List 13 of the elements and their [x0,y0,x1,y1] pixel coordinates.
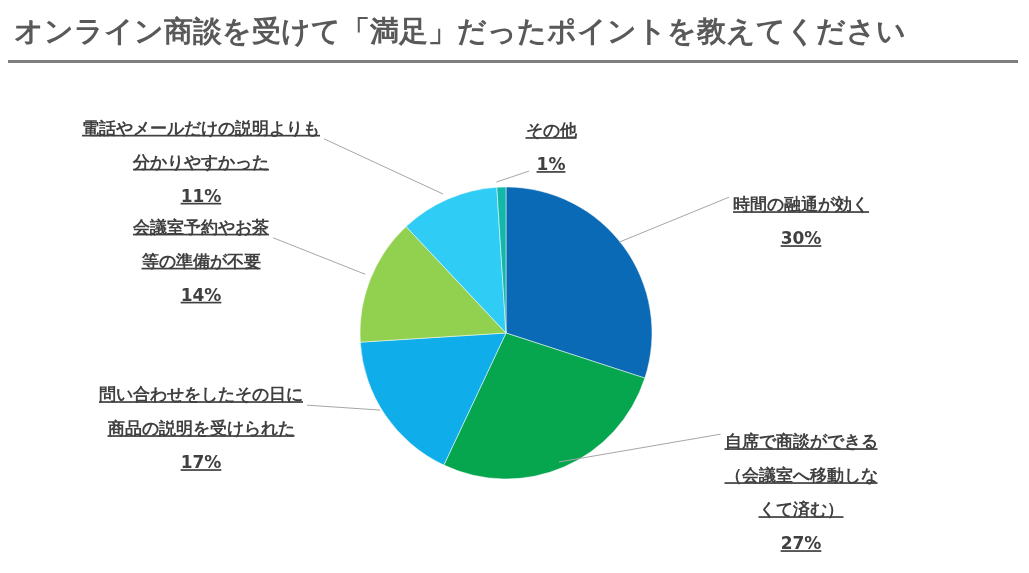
data-label: 30% [780,228,822,249]
slice-label: その他 [525,120,578,141]
data-label: 11% [180,185,222,206]
slice-label: 時間の融通が効く [733,194,869,215]
slice-label: 問い合わせをしたその日に商品の説明を受けられた [99,384,303,439]
data-label: 27% [780,533,822,554]
data-label: 1% [536,154,566,175]
slice-label: 自席で商談ができる（会議室へ移動しなくて済む） [724,431,878,520]
slice-label: 会議室予約やお茶等の準備が不要 [132,216,269,271]
chart-title: オンライン商談を受けて「満足」だったポイントを教えてください [8,8,1018,63]
slice-label: 電話やメールだけの説明よりも分かりやすかった [82,117,320,172]
data-label: 17% [180,452,222,473]
data-label: 14% [180,284,222,305]
